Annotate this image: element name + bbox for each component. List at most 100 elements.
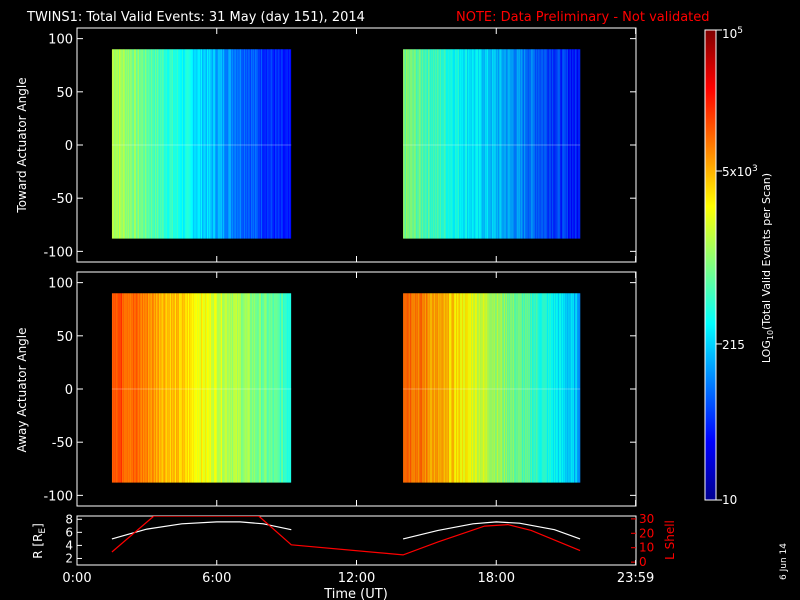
heatmap-column xyxy=(247,293,250,483)
heatmap-column xyxy=(424,293,426,483)
heatmap-column xyxy=(546,49,548,239)
heatmap-column xyxy=(456,49,458,239)
colorbar-tick-label: 215 xyxy=(722,338,745,352)
heatmap-column xyxy=(495,49,497,239)
heatmap-column xyxy=(484,293,486,483)
toward-panel: 100 50 0 -50 -100 Toward Actuator Angle xyxy=(15,27,637,263)
heatmap-column xyxy=(111,49,114,239)
heatmap-column xyxy=(571,293,573,483)
heatmap-column xyxy=(240,49,243,239)
heatmap-column xyxy=(519,49,521,239)
heatmap-column xyxy=(241,49,244,239)
heatmap-column xyxy=(135,49,138,239)
heatmap-column xyxy=(456,293,458,483)
heatmap-column xyxy=(573,293,575,483)
y-tick-label: 4 xyxy=(65,538,73,552)
heatmap-column xyxy=(143,293,146,483)
heatmap-column xyxy=(194,49,197,239)
heatmap-column xyxy=(251,49,254,239)
heatmap-column xyxy=(239,293,242,483)
heatmap-column xyxy=(141,293,144,483)
heatmap-column xyxy=(418,49,420,239)
heatmap-column xyxy=(486,49,488,239)
heatmap-column xyxy=(257,293,260,483)
heatmap-column xyxy=(258,293,261,483)
heatmap-column xyxy=(289,49,292,239)
heatmap-column xyxy=(209,293,212,483)
heatmap-column xyxy=(568,293,570,483)
heatmap-column xyxy=(446,293,448,483)
heatmap-column xyxy=(463,49,465,239)
heatmap-column xyxy=(160,49,163,239)
heatmap-column xyxy=(175,49,178,239)
heatmap-column xyxy=(496,293,498,483)
heatmap-column xyxy=(127,293,130,483)
heatmap-column xyxy=(413,293,415,483)
heatmap-column xyxy=(284,49,287,239)
heatmap-column xyxy=(481,49,483,239)
heatmap-column xyxy=(506,293,508,483)
heatmap-column xyxy=(491,49,493,239)
x-tick-label: 12:00 xyxy=(338,571,375,586)
r-series-line xyxy=(111,521,581,540)
heatmap-column xyxy=(117,293,120,483)
heatmap-column xyxy=(495,293,497,483)
away-ylabel: Away Actuator Angle xyxy=(15,327,29,452)
heatmap-column xyxy=(146,49,149,239)
heatmap-column xyxy=(528,293,530,483)
heatmap-column xyxy=(415,49,417,239)
heatmap-column xyxy=(153,49,156,239)
heatmap-column xyxy=(488,49,490,239)
heatmap-column xyxy=(231,49,234,239)
heatmap-column xyxy=(177,293,180,483)
heatmap-column xyxy=(262,293,265,483)
heatmap-column xyxy=(269,293,272,483)
heatmap-column xyxy=(502,293,504,483)
heatmap-column xyxy=(135,293,138,483)
heatmap-column xyxy=(199,293,202,483)
heatmap-column xyxy=(161,49,164,239)
heatmap-column xyxy=(143,49,146,239)
heatmap-column xyxy=(408,49,410,239)
heatmap-column xyxy=(216,293,219,483)
heatmap-column xyxy=(249,293,252,483)
heatmap-column xyxy=(237,293,240,483)
heatmap-column xyxy=(195,49,198,239)
x-tick-label: 6:00 xyxy=(202,571,231,586)
heatmap-column xyxy=(578,49,580,239)
heatmap-column xyxy=(137,49,140,239)
heatmap-column xyxy=(469,49,471,239)
heatmap-column xyxy=(139,293,142,483)
heatmap-column xyxy=(492,293,494,483)
heatmap-column xyxy=(475,293,477,483)
heatmap-column xyxy=(223,293,226,483)
heatmap-column xyxy=(576,49,578,239)
heatmap-column xyxy=(217,49,220,239)
heatmap-column xyxy=(524,49,526,239)
heatmap-column xyxy=(487,49,489,239)
heatmap-column xyxy=(225,49,228,239)
heatmap-column xyxy=(550,293,552,483)
heatmap-column xyxy=(154,49,157,239)
heatmap-column xyxy=(560,293,562,483)
heatmap-column xyxy=(464,293,466,483)
heatmap-column xyxy=(578,293,580,483)
heatmap-column xyxy=(247,49,250,239)
heatmap-column xyxy=(552,293,554,483)
heatmap-column xyxy=(285,293,288,483)
heatmap-column xyxy=(525,49,527,239)
heatmap-column xyxy=(127,49,130,239)
heatmap-column xyxy=(488,293,490,483)
heatmap-column xyxy=(176,293,179,483)
heatmap-column xyxy=(160,293,163,483)
heatmap-column xyxy=(436,49,438,239)
heatmap-column xyxy=(503,293,505,483)
heatmap-column xyxy=(155,49,158,239)
heatmap-column xyxy=(168,49,171,239)
heatmap-column xyxy=(226,49,229,239)
heatmap-column xyxy=(540,49,542,239)
heatmap-column xyxy=(187,293,190,483)
y-tick-label-right: 20 xyxy=(639,526,654,540)
heatmap-column xyxy=(574,293,576,483)
heatmap-column xyxy=(403,293,405,483)
